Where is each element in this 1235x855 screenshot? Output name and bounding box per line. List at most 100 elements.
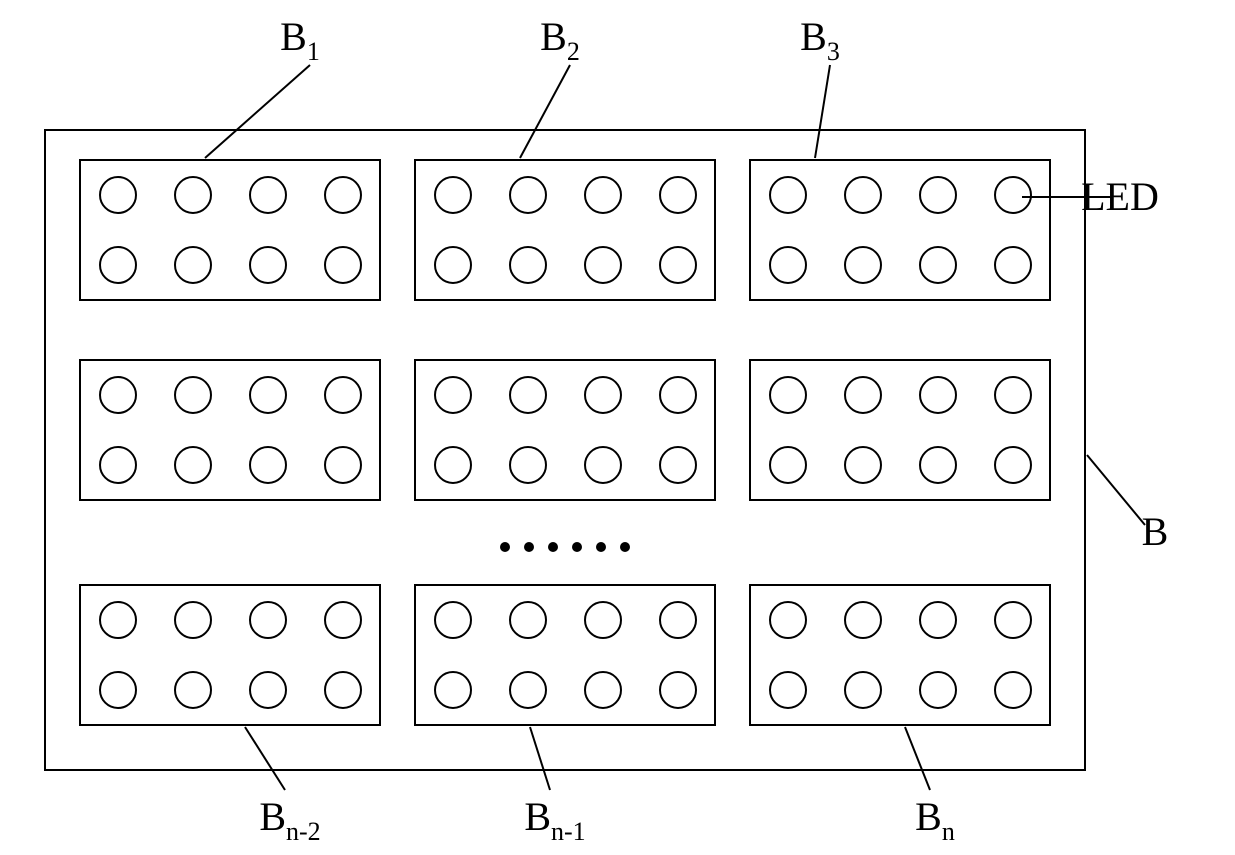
block-outline — [750, 585, 1050, 725]
led-icon — [100, 447, 136, 483]
led-icon — [435, 247, 471, 283]
led-icon — [250, 377, 286, 413]
led-icon — [435, 447, 471, 483]
led-icon — [660, 377, 696, 413]
led-block — [415, 360, 715, 500]
led-icon — [770, 447, 806, 483]
led-icon — [845, 247, 881, 283]
block-outline — [80, 360, 380, 500]
label-text: LED — [1081, 174, 1159, 219]
diagram-canvas: B1B2B3Bn-2Bn-1BnLEDB — [0, 0, 1235, 855]
led-icon — [995, 447, 1031, 483]
led-icon — [770, 177, 806, 213]
label-text: Bn — [915, 794, 955, 846]
led-icon — [325, 177, 361, 213]
led-icon — [995, 672, 1031, 708]
led-block — [80, 585, 380, 725]
led-icon — [250, 602, 286, 638]
led-block — [750, 360, 1050, 500]
led-icon — [325, 247, 361, 283]
led-icon — [660, 602, 696, 638]
led-icon — [770, 672, 806, 708]
block-outline — [750, 360, 1050, 500]
led-icon — [250, 177, 286, 213]
led-icon — [845, 602, 881, 638]
led-icon — [250, 672, 286, 708]
led-icon — [585, 377, 621, 413]
led-icon — [585, 672, 621, 708]
led-icon — [995, 602, 1031, 638]
led-icon — [510, 177, 546, 213]
ellipsis-dot — [524, 542, 534, 552]
led-icon — [435, 177, 471, 213]
led-icon — [100, 247, 136, 283]
led-icon — [585, 177, 621, 213]
led-icon — [250, 447, 286, 483]
led-icon — [175, 247, 211, 283]
leader-line — [905, 727, 930, 790]
led-icon — [920, 447, 956, 483]
led-block — [750, 585, 1050, 725]
block-outline — [80, 585, 380, 725]
led-icon — [995, 177, 1031, 213]
block-outline — [415, 360, 715, 500]
leader-line — [245, 727, 285, 790]
led-icon — [770, 247, 806, 283]
led-icon — [845, 377, 881, 413]
led-icon — [100, 177, 136, 213]
led-icon — [175, 602, 211, 638]
led-icon — [920, 177, 956, 213]
led-icon — [175, 177, 211, 213]
led-icon — [920, 247, 956, 283]
led-icon — [175, 377, 211, 413]
led-block — [415, 160, 715, 300]
label-text: B2 — [540, 14, 580, 66]
ellipsis-dot — [572, 542, 582, 552]
led-icon — [175, 447, 211, 483]
led-icon — [585, 602, 621, 638]
led-icon — [845, 447, 881, 483]
leader-line — [530, 727, 550, 790]
led-icon — [510, 602, 546, 638]
leader-line — [205, 65, 310, 158]
label-text: Bn-2 — [259, 794, 320, 846]
led-icon — [510, 247, 546, 283]
led-icon — [995, 247, 1031, 283]
leader-line — [815, 65, 830, 158]
led-icon — [585, 247, 621, 283]
block-outline — [415, 585, 715, 725]
led-block — [415, 585, 715, 725]
leader-line — [1087, 455, 1145, 525]
led-icon — [660, 247, 696, 283]
led-icon — [510, 377, 546, 413]
led-icon — [920, 377, 956, 413]
led-icon — [660, 177, 696, 213]
block-outline — [415, 160, 715, 300]
label-text: B3 — [800, 14, 840, 66]
led-icon — [175, 672, 211, 708]
ellipsis-dot — [620, 542, 630, 552]
led-icon — [100, 672, 136, 708]
led-icon — [660, 672, 696, 708]
ellipsis-dot — [596, 542, 606, 552]
led-icon — [250, 247, 286, 283]
led-icon — [770, 602, 806, 638]
led-icon — [100, 602, 136, 638]
led-icon — [325, 377, 361, 413]
led-block — [80, 160, 380, 300]
led-icon — [845, 672, 881, 708]
label-text: B1 — [280, 14, 320, 66]
led-icon — [435, 602, 471, 638]
led-icon — [325, 447, 361, 483]
led-icon — [660, 447, 696, 483]
led-block — [750, 160, 1050, 300]
block-outline — [750, 160, 1050, 300]
ellipsis-dot — [500, 542, 510, 552]
block-outline — [80, 160, 380, 300]
led-block — [80, 360, 380, 500]
led-icon — [845, 177, 881, 213]
led-icon — [510, 447, 546, 483]
ellipsis-dot — [548, 542, 558, 552]
led-icon — [770, 377, 806, 413]
led-icon — [435, 672, 471, 708]
